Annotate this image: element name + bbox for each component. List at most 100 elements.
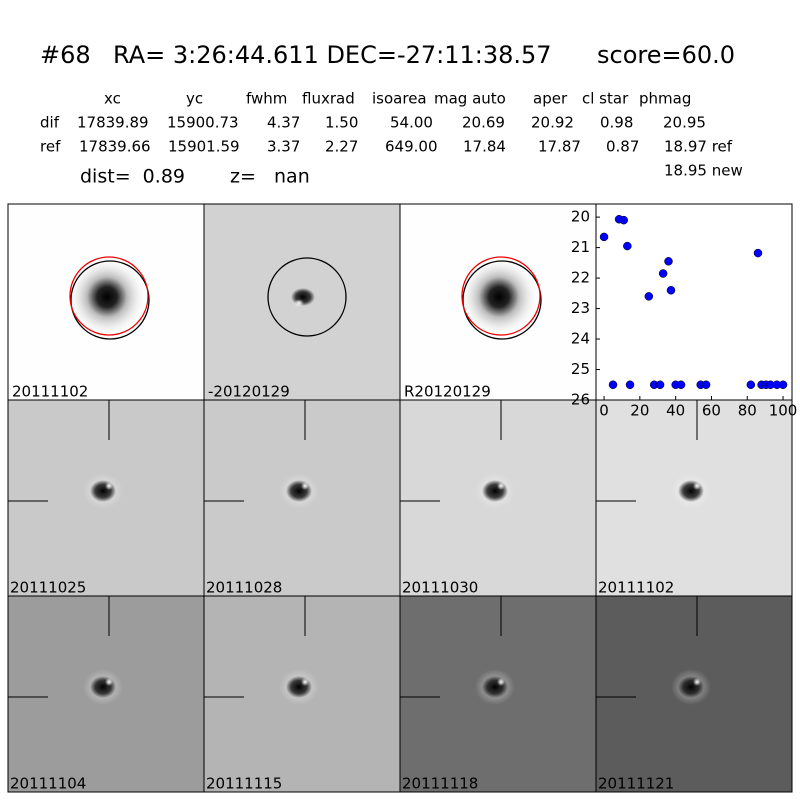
y-tick-label: 25 (571, 360, 590, 378)
aperture (70, 260, 150, 340)
x-tick-label: 80 (738, 402, 757, 420)
column-header: cl star (582, 90, 629, 108)
panel-label: 20111102 (598, 579, 674, 597)
panel-label: 20111025 (10, 579, 86, 597)
panel-label: 20111118 (402, 775, 478, 793)
coordinates: RA= 3:26:44.611 DEC=-27:11:38.57 (113, 41, 552, 69)
residual (105, 482, 113, 490)
residual (497, 482, 505, 490)
redshift: z= nan (230, 166, 310, 188)
residual (693, 678, 701, 686)
residual (678, 480, 704, 502)
object-id: #68 (40, 41, 91, 69)
column-header: aper (533, 90, 568, 108)
panel-label: 20111102 (12, 383, 88, 401)
table-cell: 1.50 (325, 114, 358, 132)
residual (678, 676, 704, 698)
phmag-new: 18.95 new (664, 162, 743, 180)
point (599, 232, 609, 242)
point (625, 380, 635, 390)
y-tick-label: 24 (571, 330, 590, 348)
x-tick-label: 100 (769, 402, 798, 420)
table-cell: 0.98 (600, 114, 633, 132)
table-cell: 3.37 (267, 138, 300, 156)
y-tick-label: 26 (571, 391, 590, 409)
table-cell: 15900.73 (167, 114, 239, 132)
point (664, 257, 673, 266)
column-header: xc (104, 90, 121, 108)
point (753, 248, 763, 258)
aperture (267, 257, 347, 337)
column-header: phmag (639, 90, 691, 108)
residual (482, 480, 508, 502)
y-tick-label: 21 (571, 238, 590, 256)
x-tick-label: 60 (702, 402, 721, 420)
residual (693, 482, 701, 490)
table-cell: 20.95 (663, 114, 706, 132)
table-cell: 2.27 (325, 138, 358, 156)
table-cell: 20.69 (462, 114, 505, 132)
row-label: ref (40, 138, 61, 156)
plot-area (595, 203, 793, 401)
residual (497, 678, 505, 686)
table-cell: 17839.66 (79, 138, 151, 156)
residual (90, 480, 116, 502)
aperture (462, 260, 542, 340)
table-cell: 15901.59 (168, 138, 240, 156)
star (459, 257, 539, 337)
y-tick-label: 22 (571, 269, 590, 287)
point (676, 380, 686, 390)
point (655, 380, 665, 390)
panel-label: R20120129 (404, 383, 491, 401)
residual (301, 482, 309, 490)
residual (90, 676, 116, 698)
residual (294, 299, 304, 307)
point (666, 286, 676, 295)
point (619, 215, 628, 225)
residual (286, 676, 312, 698)
table-cell: 20.92 (531, 114, 574, 132)
table-cell: 17839.89 (77, 114, 149, 132)
panel-label: 20111030 (402, 579, 478, 597)
x-tick-label: 40 (666, 402, 685, 420)
table-cell: 17.87 (538, 138, 581, 156)
column-header: yc (186, 90, 203, 108)
point (778, 380, 788, 390)
column-header: isoarea (372, 90, 427, 108)
table-cell: 17.84 (463, 138, 506, 156)
table-cell: 54.00 (390, 114, 433, 132)
panel-label: 20111028 (206, 579, 282, 597)
panel-label: 20111115 (206, 775, 282, 793)
column-header: fluxrad (302, 90, 355, 108)
residual (301, 678, 309, 686)
column-header: fwhm (246, 90, 287, 108)
panel-label: 20111121 (598, 775, 674, 793)
residual (482, 676, 508, 698)
aperture-ref (461, 256, 541, 336)
point (658, 269, 668, 278)
x-tick-label: 0 (599, 402, 609, 420)
star (67, 257, 147, 337)
table-cell: 18.97 ref (664, 138, 733, 156)
y-tick-label: 23 (571, 299, 590, 317)
row-label: dif (40, 114, 60, 132)
x-tick-label: 20 (630, 402, 649, 420)
point (746, 380, 756, 390)
panel-label: -20120129 (208, 383, 290, 401)
aperture-ref (69, 256, 149, 336)
residual (286, 480, 312, 502)
residual (105, 678, 113, 686)
point (644, 292, 654, 301)
table-cell: 0.87 (606, 138, 639, 156)
column-header: mag auto (434, 90, 506, 108)
point (701, 380, 711, 390)
distance: dist= 0.89 (80, 166, 185, 188)
y-tick-label: 20 (571, 208, 590, 226)
table-cell: 4.37 (267, 114, 300, 132)
point (623, 241, 632, 251)
table-cell: 649.00 (385, 138, 438, 156)
score: score=60.0 (597, 41, 735, 69)
point (608, 380, 618, 390)
panel-label: 20111104 (10, 775, 86, 793)
